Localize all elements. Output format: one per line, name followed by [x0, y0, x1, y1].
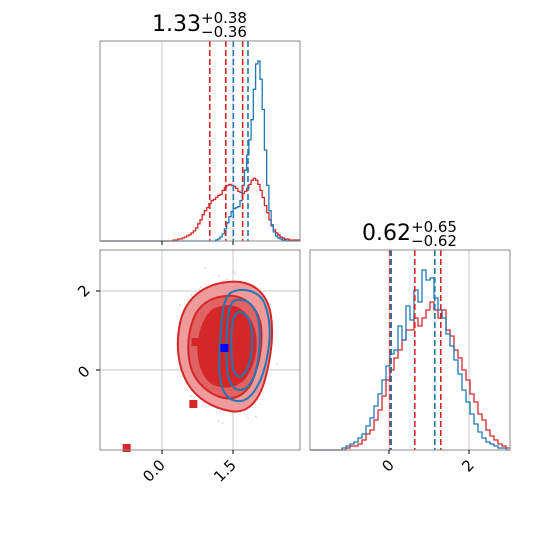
sample-point — [204, 267, 207, 269]
sample-point — [275, 363, 278, 366]
sample-point — [255, 415, 257, 418]
panel-title-lower-error: −0.36 — [201, 23, 247, 41]
red-marker — [189, 400, 198, 408]
axes-frame — [99, 40, 301, 242]
blue-contour-inner — [230, 310, 254, 378]
sample-point — [199, 286, 202, 289]
sample-point — [247, 417, 250, 419]
sample-point — [198, 288, 201, 291]
sample-point — [234, 273, 237, 276]
x-tick-label: 0.0 — [139, 456, 169, 486]
axes-frame — [309, 249, 511, 451]
x-tick-label: 1.5 — [210, 456, 240, 486]
red-marker — [191, 338, 200, 346]
panel-title-upper-error: +0.38 — [201, 9, 247, 27]
sample-point — [221, 280, 224, 282]
y-tick-label: 0 — [74, 362, 93, 381]
sample-point — [193, 396, 195, 398]
blue-histogram-step — [100, 60, 300, 242]
blue-contour-outer — [218, 288, 271, 403]
sample-point — [201, 404, 204, 406]
contour-panel-bottom-left: 0.0 1.5 2 0 — [74, 249, 301, 486]
blue-marker — [220, 344, 229, 352]
sample-point — [226, 278, 229, 281]
x-tick-label: 2 — [458, 456, 477, 475]
sample-point — [185, 389, 188, 392]
red-marker — [207, 340, 216, 348]
panel-title-upper-error: +0.65 — [411, 218, 457, 236]
sample-point — [217, 420, 220, 423]
panel-title-value: 1.33 — [152, 12, 201, 37]
sample-point — [218, 274, 221, 277]
histogram-panel-top-left: 1.33 +0.38 −0.36 — [99, 9, 301, 245]
panel-title-lower-error: −0.62 — [411, 232, 457, 250]
y-tick-label: 2 — [74, 281, 93, 300]
blue-histogram-step — [310, 269, 510, 451]
x-tick-label: 0 — [378, 456, 397, 475]
sample-point — [233, 271, 236, 274]
sample-point — [189, 395, 192, 398]
red-histogram-step — [100, 177, 301, 242]
red-histogram-step — [310, 301, 510, 451]
histogram-panel-bottom-right: 0 2 0.62 +0.65 −0.62 — [309, 218, 511, 476]
sample-point — [179, 303, 182, 306]
sample-point — [221, 422, 224, 425]
blue-contour-middle — [225, 298, 261, 392]
red-marker — [122, 444, 131, 452]
axes-frame — [99, 249, 301, 451]
panel-title-value: 0.62 — [362, 221, 411, 246]
sample-point — [190, 293, 193, 296]
